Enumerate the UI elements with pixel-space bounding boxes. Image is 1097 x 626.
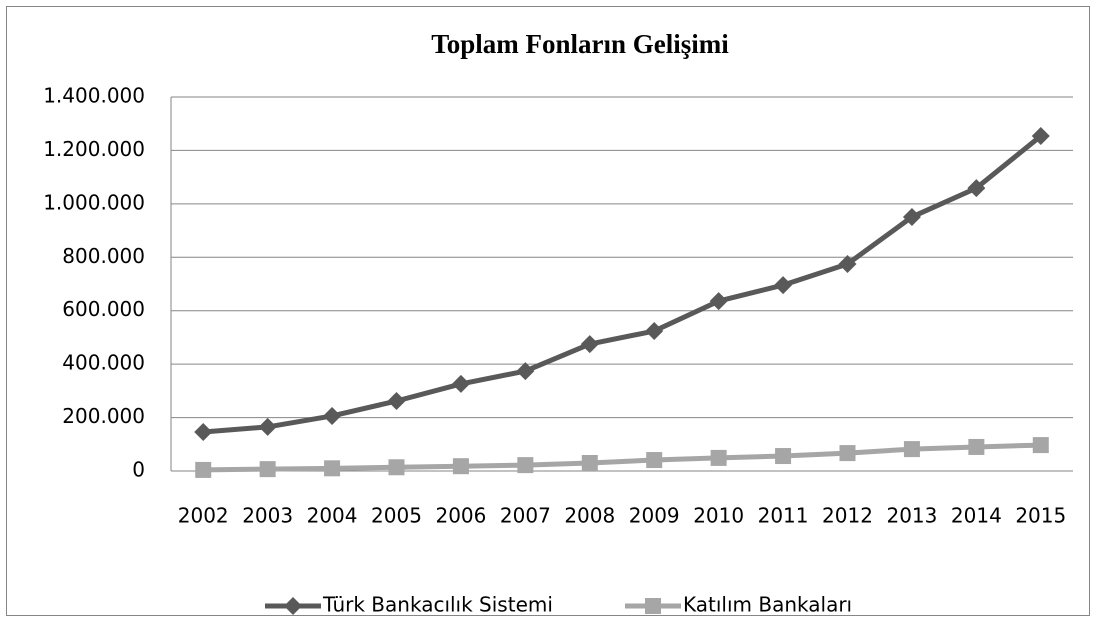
x-tick-label: 2002: [178, 504, 229, 528]
x-tick-label: 2014: [951, 504, 1002, 528]
x-tick-label: 2006: [435, 504, 486, 528]
y-tick-label: 1.000.000: [43, 190, 145, 214]
y-tick-label: 200.000: [62, 404, 145, 428]
x-tick-label: 2011: [758, 504, 809, 528]
x-tick-label: 2015: [1015, 504, 1066, 528]
point-marker: [517, 457, 534, 474]
x-tick-label: 2005: [371, 504, 422, 528]
x-tick-label: 2004: [307, 504, 358, 528]
x-tick-label: 2007: [500, 504, 551, 528]
chart-title: Toplam Fonların Gelişimi: [431, 29, 729, 59]
point-marker: [903, 441, 920, 458]
point-marker: [258, 417, 277, 436]
x-tick-label: 2008: [564, 504, 615, 528]
point-marker: [645, 322, 664, 341]
legend-marker: [284, 597, 302, 615]
y-tick-label: 1.400.000: [43, 84, 145, 108]
point-marker: [324, 460, 341, 477]
y-tick-label: 1.200.000: [43, 137, 145, 161]
point-marker: [452, 458, 469, 475]
point-marker: [968, 438, 985, 455]
x-tick-label: 2009: [629, 504, 680, 528]
x-tick-label: 2010: [693, 504, 744, 528]
legend-label: Türk Bankacılık Sistemi: [322, 593, 553, 617]
point-marker: [451, 374, 470, 393]
point-marker: [388, 459, 405, 476]
point-marker: [387, 392, 406, 411]
x-tick-label: 2003: [242, 504, 293, 528]
y-tick-label: 400.000: [62, 351, 145, 375]
point-marker: [710, 449, 727, 466]
series-line: [203, 134, 1043, 435]
point-marker: [323, 406, 342, 425]
y-tick-label: 800.000: [62, 244, 145, 268]
point-marker: [775, 448, 792, 465]
series-line: [203, 442, 1041, 473]
point-marker: [967, 179, 986, 198]
legend-marker: [645, 598, 661, 614]
point-marker: [709, 292, 728, 311]
point-marker: [646, 452, 663, 469]
legend-label: Katılım Bankaları: [683, 593, 852, 617]
point-marker: [581, 454, 598, 471]
point-marker: [259, 461, 276, 478]
point-marker: [1032, 437, 1049, 454]
point-marker: [580, 335, 599, 354]
y-tick-label: 0: [132, 458, 145, 482]
x-tick-label: 2012: [822, 504, 873, 528]
point-marker: [516, 362, 535, 381]
point-marker: [194, 422, 213, 441]
point-marker: [838, 254, 857, 273]
point-marker: [195, 461, 212, 478]
point-marker: [839, 445, 856, 462]
point-marker: [1031, 127, 1050, 146]
point-marker: [774, 276, 793, 295]
x-tick-label: 2013: [886, 504, 937, 528]
point-marker: [902, 207, 921, 226]
y-tick-label: 600.000: [62, 297, 145, 321]
